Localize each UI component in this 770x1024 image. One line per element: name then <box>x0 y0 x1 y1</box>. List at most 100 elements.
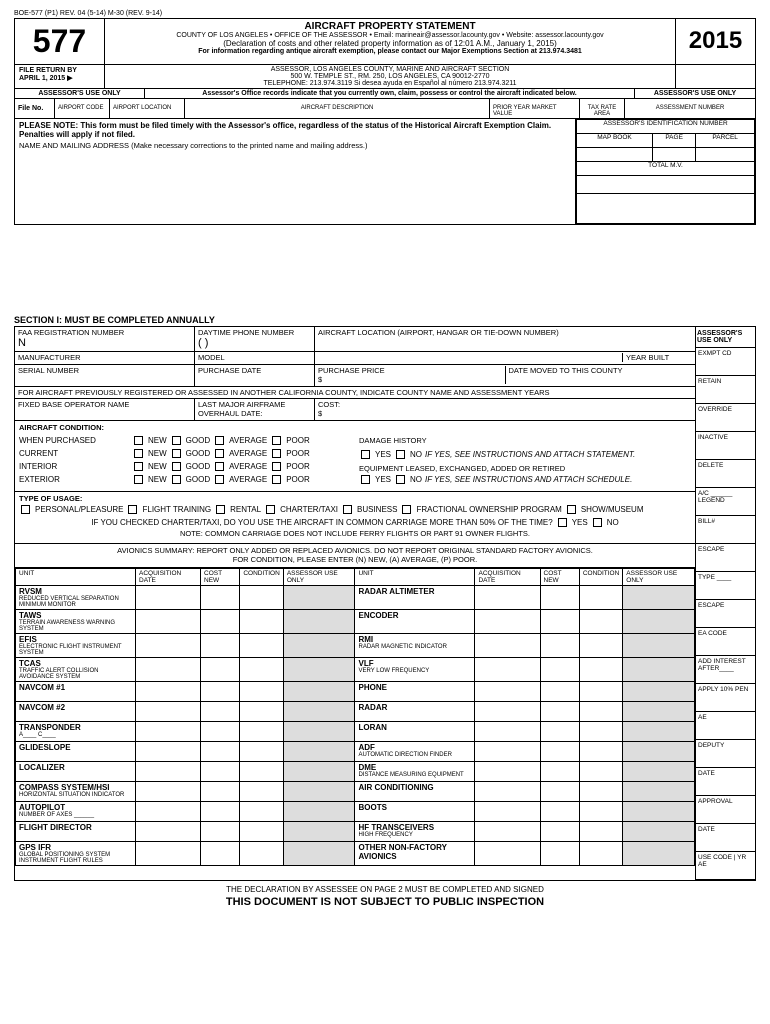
av-cell[interactable] <box>579 761 622 781</box>
av-cell[interactable] <box>136 633 201 657</box>
cond-checkbox[interactable] <box>215 449 224 458</box>
av-cell[interactable] <box>540 609 579 633</box>
av-cell[interactable] <box>475 609 540 633</box>
av-cell[interactable] <box>136 841 201 865</box>
av-cell[interactable] <box>475 841 540 865</box>
av-cell[interactable] <box>240 741 283 761</box>
cond-checkbox[interactable] <box>215 436 224 445</box>
av-cell[interactable] <box>136 761 201 781</box>
av-cell[interactable] <box>579 585 622 609</box>
av-cell[interactable] <box>540 841 579 865</box>
cond-checkbox[interactable] <box>272 475 281 484</box>
av-cell[interactable] <box>201 721 240 741</box>
av-cell[interactable] <box>240 585 283 609</box>
av-cell[interactable] <box>283 701 355 721</box>
cond-checkbox[interactable] <box>134 475 143 484</box>
av-cell[interactable] <box>283 609 355 633</box>
faa-value[interactable]: N <box>18 337 26 349</box>
cond-checkbox[interactable] <box>172 475 181 484</box>
av-cell[interactable] <box>136 657 201 681</box>
av-cell[interactable] <box>240 701 283 721</box>
av-cell[interactable] <box>201 821 240 841</box>
av-cell[interactable] <box>201 701 240 721</box>
av-cell[interactable] <box>579 801 622 821</box>
av-cell[interactable] <box>283 841 355 865</box>
usage-checkbox[interactable] <box>21 505 30 514</box>
cond-checkbox[interactable] <box>172 462 181 471</box>
av-cell[interactable] <box>475 585 540 609</box>
usage-checkbox[interactable] <box>343 505 352 514</box>
av-cell[interactable] <box>136 781 201 801</box>
av-cell[interactable] <box>623 721 695 741</box>
av-cell[interactable] <box>240 781 283 801</box>
av-cell[interactable] <box>579 681 622 701</box>
av-cell[interactable] <box>475 657 540 681</box>
av-cell[interactable] <box>283 681 355 701</box>
cond-checkbox[interactable] <box>134 462 143 471</box>
damage-no[interactable] <box>396 450 405 459</box>
equip-yes[interactable] <box>361 475 370 484</box>
av-cell[interactable] <box>623 821 695 841</box>
av-cell[interactable] <box>579 633 622 657</box>
av-cell[interactable] <box>283 761 355 781</box>
av-cell[interactable] <box>623 701 695 721</box>
av-cell[interactable] <box>201 681 240 701</box>
av-cell[interactable] <box>240 657 283 681</box>
cond-checkbox[interactable] <box>272 462 281 471</box>
av-cell[interactable] <box>540 721 579 741</box>
av-cell[interactable] <box>136 701 201 721</box>
av-cell[interactable] <box>623 585 695 609</box>
av-cell[interactable] <box>579 721 622 741</box>
av-cell[interactable] <box>579 841 622 865</box>
usage-yes[interactable] <box>558 518 567 527</box>
av-cell[interactable] <box>136 801 201 821</box>
av-cell[interactable] <box>283 721 355 741</box>
av-cell[interactable] <box>136 721 201 741</box>
cond-checkbox[interactable] <box>134 436 143 445</box>
usage-checkbox[interactable] <box>128 505 137 514</box>
av-cell[interactable] <box>201 801 240 821</box>
av-cell[interactable] <box>475 741 540 761</box>
av-cell[interactable] <box>201 741 240 761</box>
av-cell[interactable] <box>623 841 695 865</box>
aircraft-desc[interactable]: AIRCRAFT DESCRIPTION <box>185 99 490 118</box>
av-cell[interactable] <box>540 657 579 681</box>
av-cell[interactable] <box>475 821 540 841</box>
av-cell[interactable] <box>283 801 355 821</box>
av-cell[interactable] <box>283 657 355 681</box>
av-cell[interactable] <box>579 821 622 841</box>
av-cell[interactable] <box>240 609 283 633</box>
av-cell[interactable] <box>475 761 540 781</box>
av-cell[interactable] <box>540 801 579 821</box>
av-cell[interactable] <box>283 633 355 657</box>
usage-checkbox[interactable] <box>402 505 411 514</box>
av-cell[interactable] <box>240 681 283 701</box>
av-cell[interactable] <box>136 585 201 609</box>
av-cell[interactable] <box>283 821 355 841</box>
usage-checkbox[interactable] <box>216 505 225 514</box>
av-cell[interactable] <box>283 741 355 761</box>
av-cell[interactable] <box>540 781 579 801</box>
av-cell[interactable] <box>283 585 355 609</box>
av-cell[interactable] <box>201 657 240 681</box>
av-cell[interactable] <box>623 801 695 821</box>
cond-checkbox[interactable] <box>172 436 181 445</box>
av-cell[interactable] <box>136 821 201 841</box>
usage-checkbox[interactable] <box>266 505 275 514</box>
av-cell[interactable] <box>201 841 240 865</box>
airport-location[interactable]: AIRPORT LOCATION <box>110 99 185 118</box>
av-cell[interactable] <box>201 633 240 657</box>
av-cell[interactable] <box>475 721 540 741</box>
name-mailing-area[interactable] <box>19 150 571 210</box>
av-cell[interactable] <box>201 585 240 609</box>
av-cell[interactable] <box>475 681 540 701</box>
av-cell[interactable] <box>540 741 579 761</box>
equip-no[interactable] <box>396 475 405 484</box>
av-cell[interactable] <box>475 801 540 821</box>
usage-no[interactable] <box>593 518 602 527</box>
av-cell[interactable] <box>136 609 201 633</box>
av-cell[interactable] <box>623 781 695 801</box>
av-cell[interactable] <box>475 781 540 801</box>
av-cell[interactable] <box>579 701 622 721</box>
av-cell[interactable] <box>136 741 201 761</box>
